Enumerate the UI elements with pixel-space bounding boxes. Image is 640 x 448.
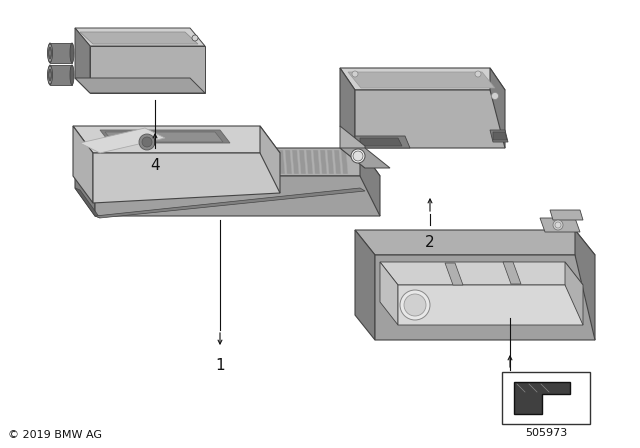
- Polygon shape: [490, 130, 508, 142]
- Circle shape: [475, 71, 481, 77]
- Polygon shape: [75, 148, 95, 216]
- Text: 2: 2: [425, 235, 435, 250]
- Polygon shape: [75, 78, 205, 93]
- Polygon shape: [355, 230, 595, 255]
- Polygon shape: [75, 28, 90, 93]
- Ellipse shape: [48, 43, 52, 63]
- Polygon shape: [257, 150, 264, 174]
- Polygon shape: [95, 176, 380, 216]
- Circle shape: [553, 220, 563, 230]
- Circle shape: [139, 134, 155, 150]
- Polygon shape: [75, 148, 380, 176]
- Circle shape: [400, 290, 430, 320]
- Polygon shape: [285, 150, 292, 174]
- Polygon shape: [260, 126, 280, 193]
- Polygon shape: [340, 68, 505, 90]
- Polygon shape: [93, 153, 280, 203]
- Polygon shape: [355, 230, 375, 340]
- Ellipse shape: [70, 43, 74, 63]
- Ellipse shape: [48, 65, 52, 85]
- Polygon shape: [575, 230, 595, 340]
- Circle shape: [351, 149, 365, 163]
- Polygon shape: [105, 132, 223, 142]
- Polygon shape: [299, 150, 306, 174]
- Polygon shape: [341, 150, 348, 174]
- Polygon shape: [340, 126, 365, 168]
- Polygon shape: [340, 148, 390, 168]
- Ellipse shape: [49, 50, 51, 56]
- Text: 4: 4: [150, 158, 160, 173]
- Polygon shape: [73, 126, 93, 203]
- Polygon shape: [306, 150, 313, 174]
- Circle shape: [492, 92, 499, 99]
- Polygon shape: [313, 150, 320, 174]
- Circle shape: [352, 71, 358, 77]
- Polygon shape: [327, 150, 334, 174]
- Polygon shape: [75, 28, 205, 46]
- Polygon shape: [514, 382, 570, 414]
- Polygon shape: [50, 65, 72, 85]
- Ellipse shape: [70, 65, 74, 85]
- Text: 1: 1: [215, 358, 225, 373]
- Polygon shape: [271, 150, 278, 174]
- Ellipse shape: [47, 44, 52, 62]
- Polygon shape: [75, 188, 100, 218]
- Polygon shape: [398, 285, 583, 325]
- Polygon shape: [292, 150, 299, 174]
- Polygon shape: [565, 262, 583, 325]
- Ellipse shape: [49, 72, 51, 78]
- Polygon shape: [334, 150, 341, 174]
- Polygon shape: [493, 132, 507, 140]
- Polygon shape: [73, 126, 280, 153]
- Text: 3: 3: [505, 380, 515, 395]
- Polygon shape: [550, 210, 583, 220]
- Ellipse shape: [49, 47, 51, 59]
- Polygon shape: [320, 150, 327, 174]
- Polygon shape: [50, 43, 72, 63]
- Polygon shape: [348, 72, 495, 88]
- Polygon shape: [80, 32, 198, 44]
- Polygon shape: [80, 128, 165, 153]
- Circle shape: [404, 294, 426, 316]
- Polygon shape: [355, 90, 505, 148]
- Text: © 2019 BMW AG: © 2019 BMW AG: [8, 430, 102, 440]
- Text: 505973: 505973: [525, 428, 567, 438]
- Polygon shape: [90, 46, 205, 93]
- Polygon shape: [264, 150, 271, 174]
- Polygon shape: [360, 148, 380, 216]
- Circle shape: [192, 35, 198, 41]
- Polygon shape: [375, 255, 595, 340]
- Circle shape: [142, 137, 152, 147]
- Polygon shape: [100, 130, 230, 143]
- Polygon shape: [355, 136, 410, 148]
- Polygon shape: [380, 262, 398, 325]
- Ellipse shape: [49, 69, 51, 81]
- Polygon shape: [340, 68, 355, 148]
- Circle shape: [353, 151, 363, 161]
- Polygon shape: [250, 150, 257, 174]
- Circle shape: [555, 222, 561, 228]
- Polygon shape: [95, 188, 365, 218]
- Polygon shape: [540, 218, 580, 232]
- Bar: [502, 372, 590, 424]
- Polygon shape: [278, 150, 285, 174]
- Polygon shape: [503, 262, 521, 284]
- Polygon shape: [380, 262, 583, 285]
- Polygon shape: [445, 263, 463, 285]
- Polygon shape: [360, 138, 402, 146]
- Ellipse shape: [47, 66, 52, 84]
- Polygon shape: [490, 68, 505, 148]
